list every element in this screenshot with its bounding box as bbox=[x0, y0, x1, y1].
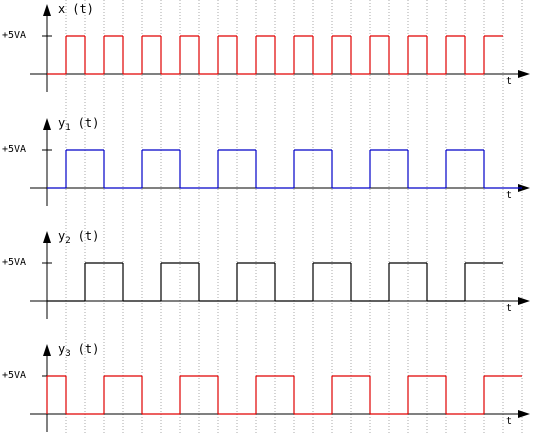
y-axis-arrow bbox=[43, 344, 51, 356]
signal-label: x (t) bbox=[58, 2, 94, 16]
x-axis-arrow bbox=[518, 297, 530, 305]
signal-name: x bbox=[58, 2, 65, 16]
axis-label: t bbox=[506, 190, 512, 201]
x-axis-arrow bbox=[518, 410, 530, 418]
level-label: +5VA bbox=[2, 144, 26, 155]
signal-name: y bbox=[58, 229, 65, 243]
y-axis-arrow bbox=[43, 4, 51, 16]
signal-name: y bbox=[58, 342, 65, 356]
signal-suffix: (t) bbox=[78, 116, 100, 130]
level-label: +5VA bbox=[2, 370, 26, 381]
signal-label: y3 (t) bbox=[58, 342, 99, 359]
signal-label: y2 (t) bbox=[58, 229, 99, 246]
level-label: +5VA bbox=[2, 257, 26, 268]
signal-suffix: (t) bbox=[78, 342, 100, 356]
signal-name: y bbox=[58, 116, 65, 130]
axis-label: t bbox=[506, 303, 512, 314]
signal-label: y1 (t) bbox=[58, 116, 99, 133]
y-axis-arrow bbox=[43, 231, 51, 243]
signal-suffix: (t) bbox=[72, 2, 94, 16]
signal-subscript: 1 bbox=[65, 123, 70, 133]
signal-suffix: (t) bbox=[78, 229, 100, 243]
axis-label: t bbox=[506, 76, 512, 87]
level-label: +5VA bbox=[2, 30, 26, 41]
x-axis-arrow bbox=[518, 184, 530, 192]
axis-label: t bbox=[506, 416, 512, 427]
y-axis-arrow bbox=[43, 118, 51, 130]
signal-subscript: 2 bbox=[65, 236, 70, 246]
signal-subscript: 3 bbox=[65, 349, 70, 359]
x-axis-arrow bbox=[518, 70, 530, 78]
